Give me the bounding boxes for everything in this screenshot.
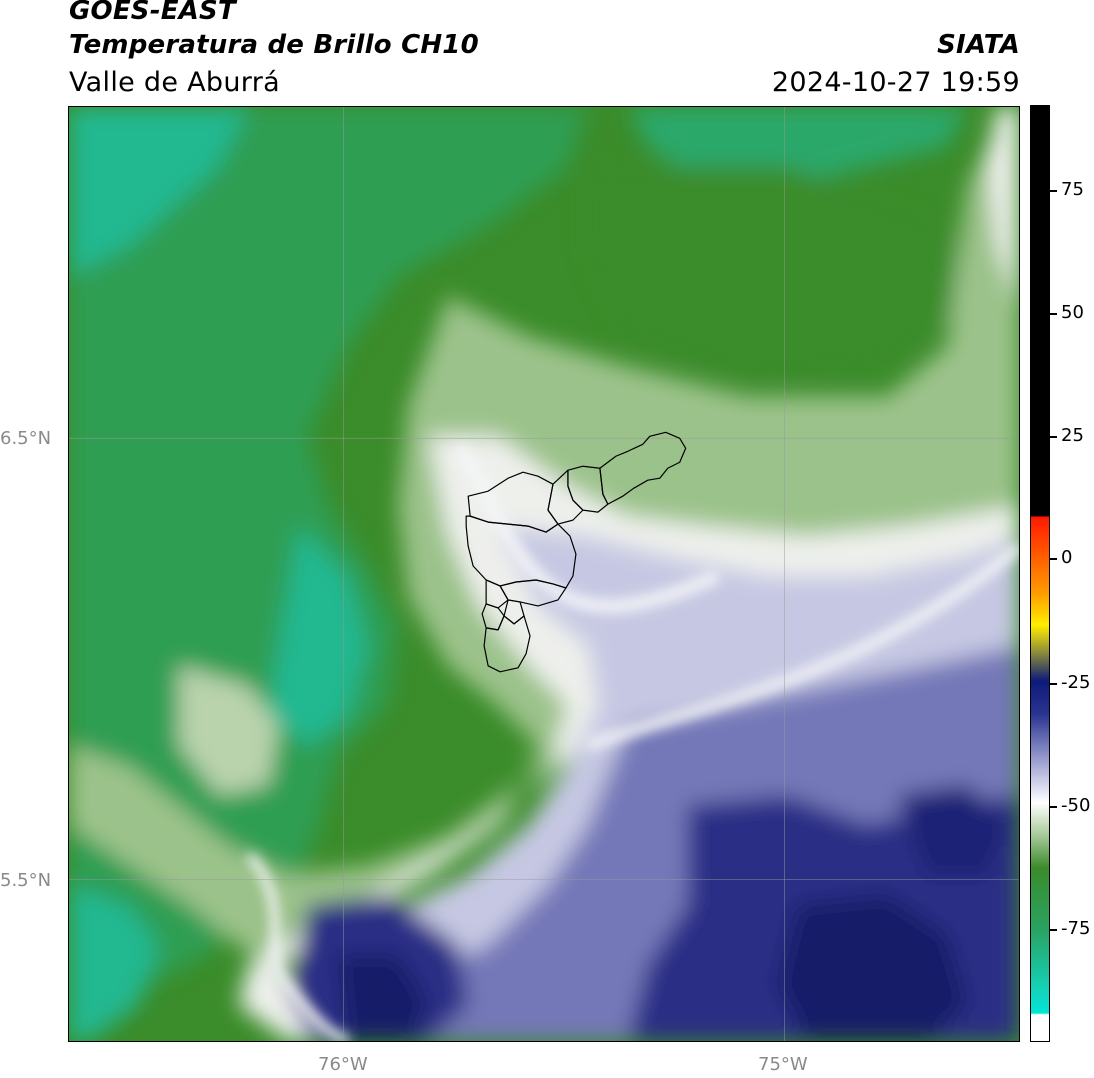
field-white-ne-edge bbox=[987, 107, 1019, 307]
colorbar-tick-minus-50 bbox=[1050, 806, 1057, 808]
longitude-label-75w: 75°W bbox=[758, 1054, 808, 1075]
title-datetime: 2024-10-27 19:59 bbox=[771, 67, 1020, 98]
field-white-ridge-east bbox=[585, 541, 1019, 752]
field-green-north bbox=[587, 166, 968, 377]
colorbar-label-25: 25 bbox=[1061, 425, 1084, 446]
field-navy-core-3 bbox=[897, 785, 1008, 876]
latitude-label-5-5n: 5.5°N bbox=[0, 870, 52, 891]
colorbar-label-minus-25: -25 bbox=[1061, 672, 1091, 693]
municipality-medellin bbox=[465, 515, 577, 589]
colorbar-tick-minus-75 bbox=[1050, 929, 1057, 931]
longitude-label-76w: 76°W bbox=[318, 1054, 368, 1075]
colorbar-tick-minus-25 bbox=[1050, 683, 1057, 685]
municipality-outlines bbox=[465, 431, 687, 673]
latitude-label-6-5n: 6.5°N bbox=[0, 428, 52, 449]
colorbar bbox=[1030, 105, 1050, 1042]
brightness-temperature-map bbox=[68, 106, 1020, 1042]
colorbar-tick-0 bbox=[1050, 558, 1057, 560]
field-white-ridge-south bbox=[244, 851, 351, 1041]
field-cyan-sw bbox=[69, 885, 159, 1041]
map-canvas bbox=[69, 107, 1019, 1041]
colorbar-label-minus-50: -50 bbox=[1061, 795, 1091, 816]
municipality-caldas bbox=[483, 615, 531, 673]
field-white-ridge-center bbox=[452, 442, 721, 614]
colorbar-label-0: 0 bbox=[1061, 547, 1073, 568]
title-agency: SIATA bbox=[937, 30, 1020, 60]
colorbar-label-50: 50 bbox=[1061, 302, 1084, 323]
colorbar-label-75: 75 bbox=[1061, 179, 1084, 200]
colorbar-tick-50 bbox=[1050, 313, 1057, 315]
municipality-barbosa bbox=[599, 431, 687, 505]
municipality-envigado bbox=[499, 579, 567, 607]
colorbar-gradient bbox=[1031, 106, 1049, 1041]
field-navy-core-1 bbox=[777, 895, 968, 1041]
field-cyan-nw bbox=[69, 107, 249, 277]
field-pale-green-west bbox=[178, 665, 279, 796]
municipality-itagui bbox=[485, 579, 509, 609]
title-satellite: GOES-EAST bbox=[69, 0, 236, 26]
colorbar-tick-75 bbox=[1050, 190, 1057, 192]
colorbar-label-minus-75: -75 bbox=[1061, 918, 1091, 939]
field-navy-core-2 bbox=[338, 955, 429, 1041]
title-region: Valle de Aburrá bbox=[69, 67, 280, 98]
title-product: Temperatura de Brillo CH10 bbox=[69, 30, 479, 60]
colorbar-tick-25 bbox=[1050, 436, 1057, 438]
